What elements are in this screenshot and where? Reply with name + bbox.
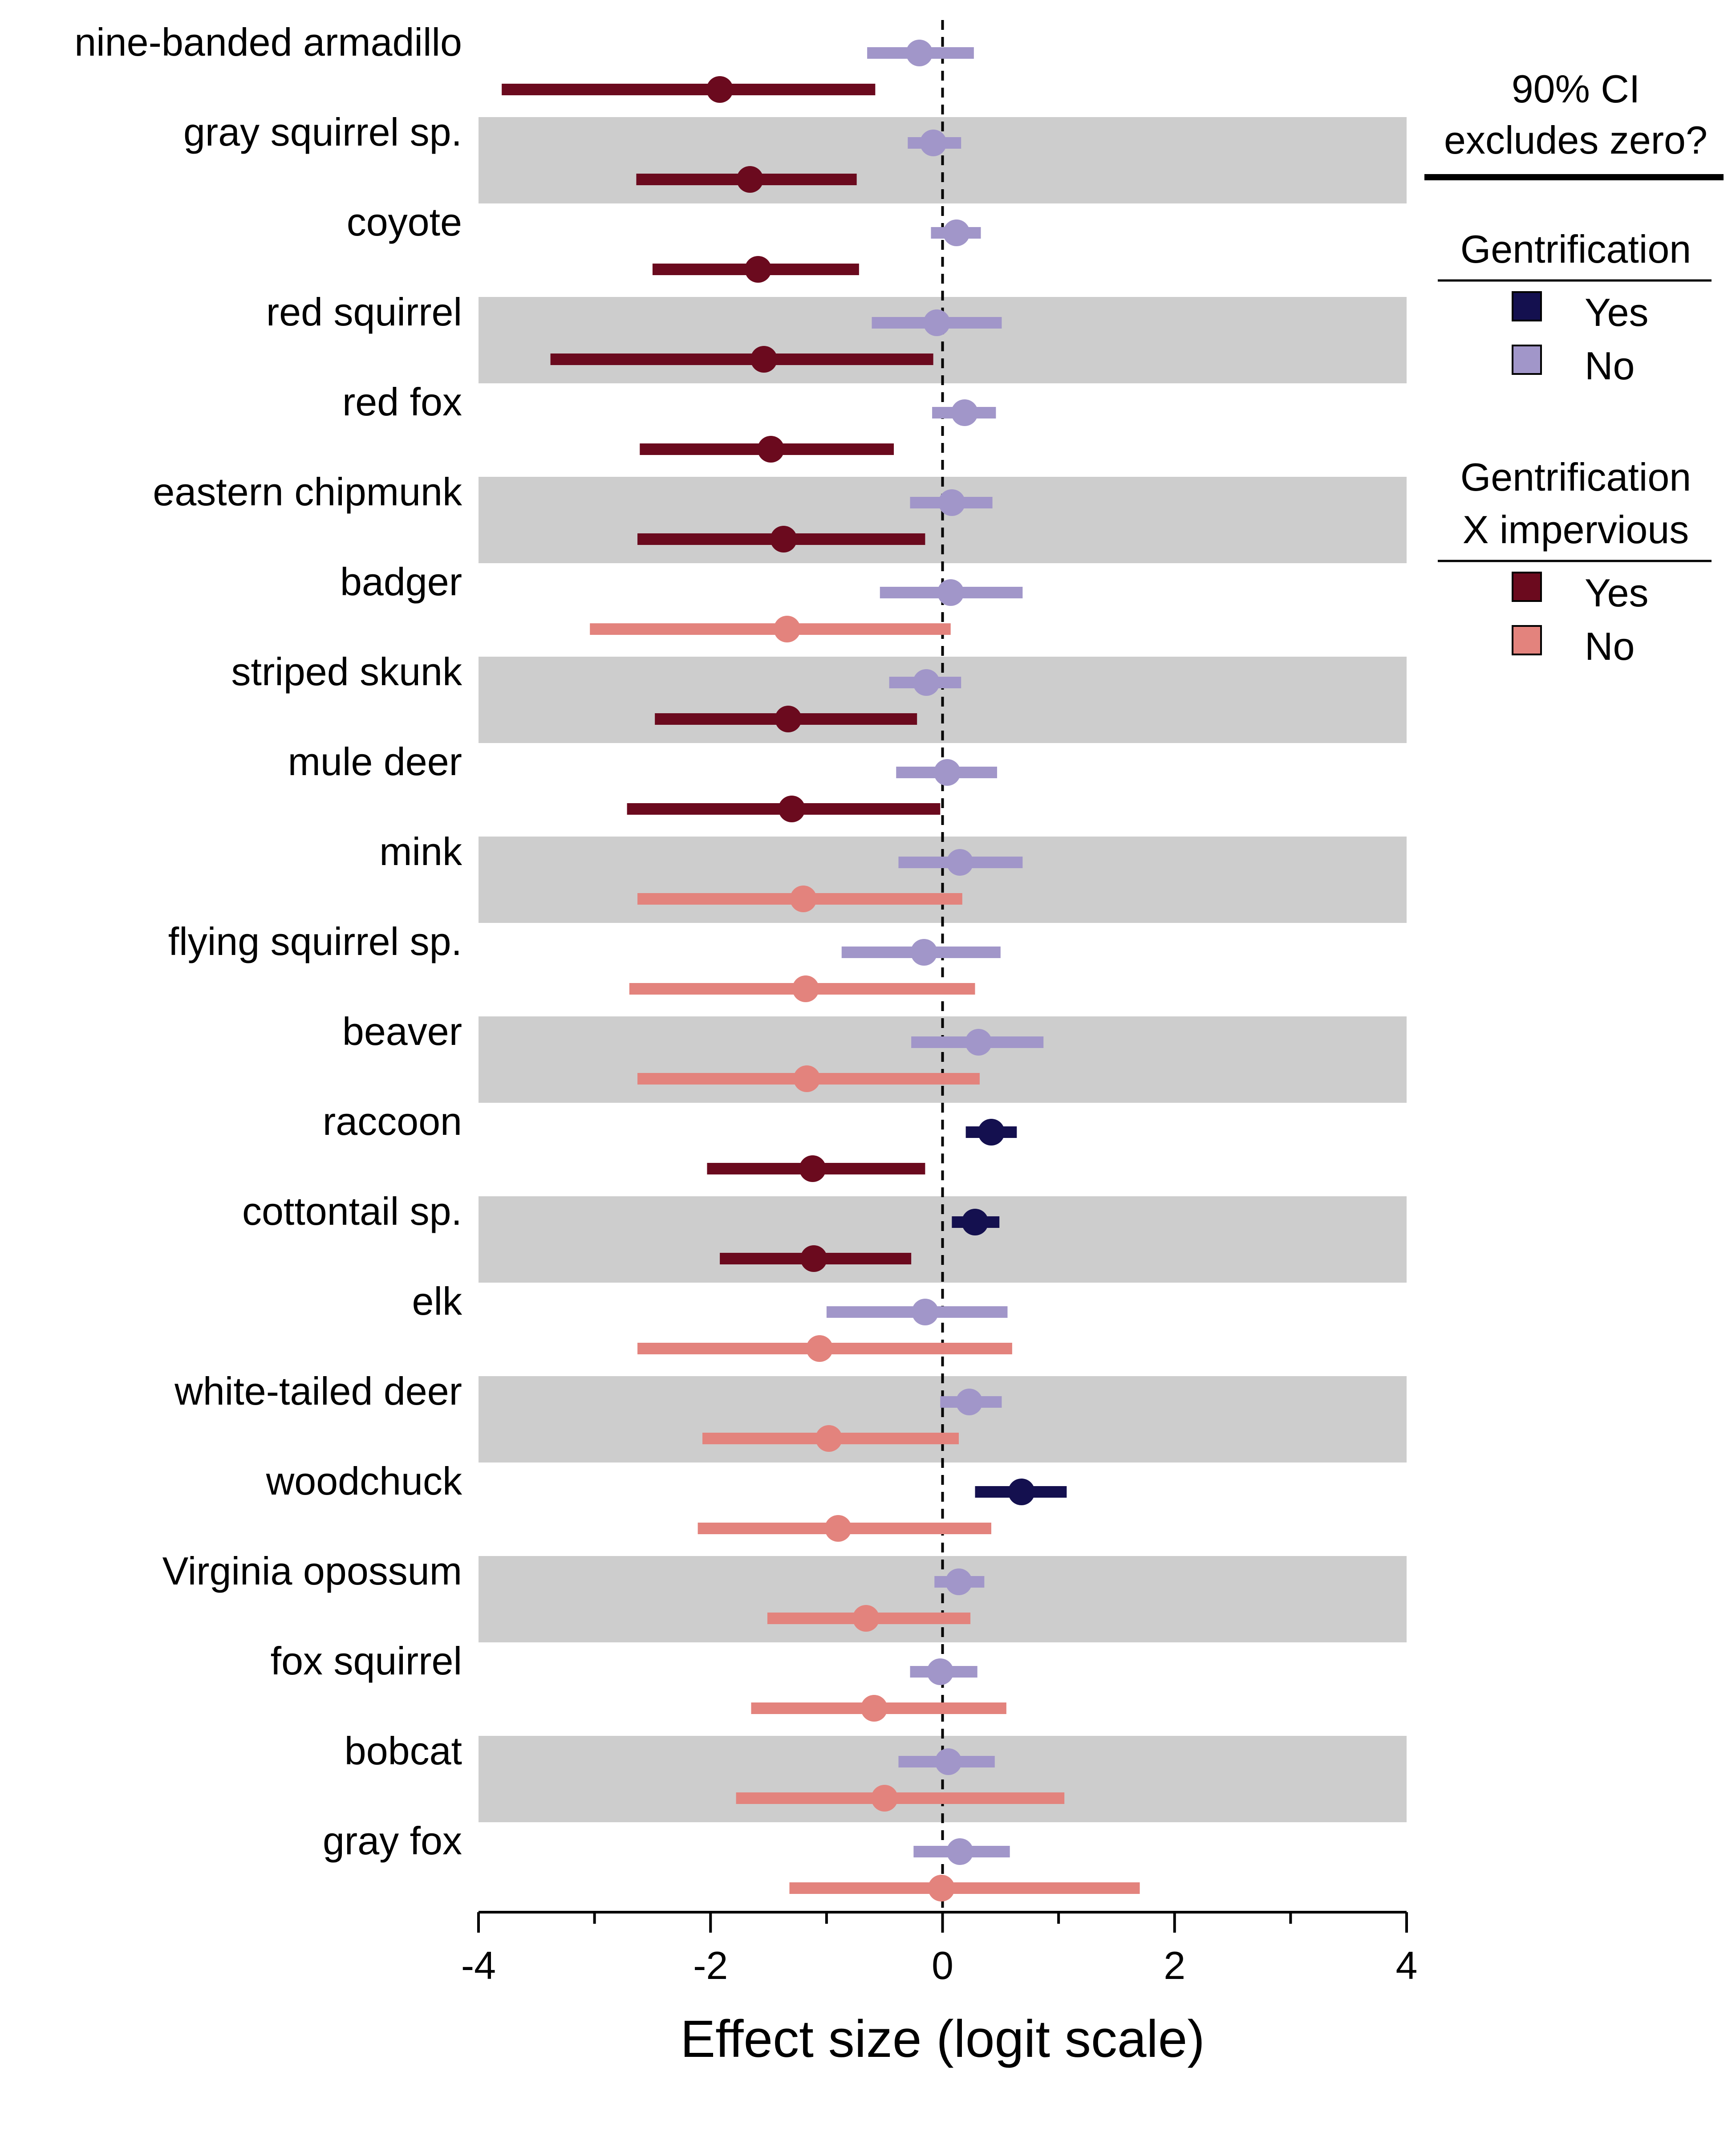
species-label: badger: [340, 560, 462, 604]
species-label: coyote: [347, 200, 462, 244]
species-label: bobcat: [345, 1729, 462, 1773]
interaction-point: [775, 706, 802, 732]
species-label: gray fox: [323, 1819, 462, 1863]
gentrification-point: [935, 1748, 962, 1775]
interaction-point: [852, 1605, 880, 1632]
interaction-point: [770, 526, 797, 553]
gentrification-point: [951, 399, 978, 426]
interaction-point: [871, 1785, 898, 1812]
legend-entry-label: No: [1585, 624, 1635, 668]
gentrification-point: [910, 939, 937, 966]
species-label: elk: [412, 1279, 462, 1323]
legend-entry-label: Yes: [1585, 571, 1649, 615]
gentrification-point: [913, 669, 940, 696]
legend-swatch: [1512, 345, 1542, 375]
legend-group-title: Gentrification: [1460, 227, 1691, 271]
interaction-point: [799, 1155, 826, 1182]
x-axis-label: Effect size (logit scale): [680, 2010, 1205, 2068]
interaction-point: [792, 975, 819, 1002]
species-label: red fox: [342, 380, 462, 424]
species-label: eastern chipmunk: [153, 470, 462, 514]
interaction-point: [806, 1335, 833, 1362]
gentrification-point: [937, 579, 964, 606]
interaction-point: [790, 886, 817, 912]
species-label: mule deer: [288, 739, 462, 784]
interaction-point: [745, 256, 772, 283]
x-tick-label: 0: [932, 1943, 953, 1987]
interaction-point: [757, 436, 784, 463]
legend-entry-label: No: [1585, 344, 1635, 388]
interaction-point: [778, 796, 805, 822]
legend-title-line: 90% CI: [1512, 67, 1640, 111]
species-label: flying squirrel sp.: [168, 919, 462, 963]
legend-swatch: [1512, 291, 1542, 321]
legend-group-title: X impervious: [1463, 508, 1689, 552]
species-label: striped skunk: [231, 650, 462, 694]
gentrification-point: [927, 1658, 954, 1685]
species-label: woodchuck: [266, 1459, 462, 1503]
legend-group-title: Gentrification: [1460, 455, 1691, 499]
effect-marks-layer: [502, 40, 1140, 1901]
gentrification-point: [923, 309, 950, 336]
interaction-point: [800, 1245, 827, 1272]
gentrification-point: [956, 1389, 983, 1415]
species-label: white-tailed deer: [174, 1369, 462, 1413]
interaction-point: [750, 346, 778, 373]
gentrification-point: [943, 219, 970, 246]
species-label: cottontail sp.: [242, 1189, 462, 1233]
species-label: beaver: [342, 1009, 462, 1053]
gentrification-point: [961, 1209, 989, 1235]
legend-entry-label: Yes: [1585, 290, 1649, 334]
species-label: mink: [379, 829, 462, 873]
species-labels: nine-banded armadillo gray squirrel sp. co…: [74, 20, 462, 1863]
species-label: nine-banded armadillo: [74, 20, 462, 64]
interaction-point: [824, 1515, 852, 1542]
gentrification-point: [906, 40, 933, 66]
species-label: red squirrel: [266, 290, 462, 334]
gentrification-point: [965, 1029, 992, 1056]
interaction-point: [793, 1065, 820, 1092]
interaction-point: [860, 1695, 888, 1722]
species-label: Virginia opossum: [162, 1549, 462, 1593]
interaction-point: [928, 1875, 955, 1901]
legend: 90% CI excludes zero? Gentrification Yes No G…: [1424, 67, 1724, 668]
interaction-point: [706, 76, 734, 103]
interaction-point: [774, 616, 801, 642]
legend-swatch: [1512, 625, 1542, 655]
species-label: raccoon: [323, 1099, 462, 1143]
x-tick-label: 4: [1396, 1943, 1418, 1987]
legend-title-line: excludes zero?: [1444, 118, 1708, 162]
gentrification-point: [1008, 1479, 1035, 1505]
species-label: gray squirrel sp.: [183, 110, 462, 154]
x-tick-label: -2: [693, 1943, 728, 1987]
gentrification-point: [978, 1119, 1005, 1146]
gentrification-point: [938, 489, 965, 516]
legend-swatch: [1512, 572, 1542, 602]
interaction-point: [815, 1425, 843, 1452]
gentrification-point: [912, 1299, 939, 1325]
gentrification-point: [946, 849, 973, 876]
gentrification-point: [933, 759, 961, 786]
interaction-point: [736, 166, 763, 193]
x-axis: -4 -2 0 2 4: [461, 1911, 1418, 1987]
gentrification-point: [945, 1568, 972, 1595]
gentrification-point: [920, 130, 947, 156]
species-label: fox squirrel: [271, 1639, 462, 1683]
gentrification-point: [946, 1838, 973, 1865]
x-tick-label: 2: [1164, 1943, 1185, 1987]
x-tick-label: -4: [461, 1943, 496, 1987]
